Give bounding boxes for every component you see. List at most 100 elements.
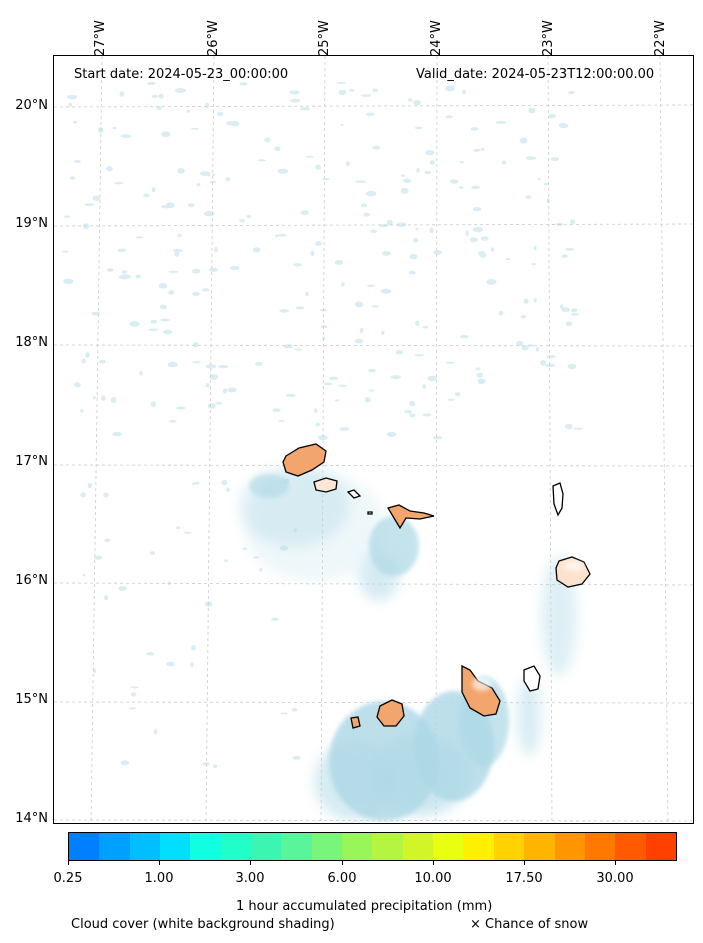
trace-dot [460, 335, 469, 339]
trace-dot [555, 222, 564, 226]
trace-dot [371, 305, 379, 308]
trace-dot [504, 258, 511, 260]
trace-dot [360, 203, 368, 208]
cb-tick-label: 10.00 [414, 871, 452, 886]
trace-dot [568, 90, 575, 95]
trace-dot [149, 551, 156, 555]
trace-dot [429, 227, 434, 233]
trace-dot [193, 342, 199, 348]
trace-dot [156, 106, 162, 110]
islands [282, 443, 591, 729]
island-brava [350, 716, 361, 729]
trace-dot [130, 692, 137, 697]
trace-dot [516, 340, 524, 347]
trace-dot [381, 330, 385, 335]
trace-dot [519, 137, 528, 144]
trace-dot [535, 347, 539, 352]
cloud-cover-note: Cloud cover (white background shading) [71, 917, 335, 932]
trace-dot [274, 146, 281, 151]
trace-dot [192, 361, 201, 364]
colorbar-segment [251, 833, 282, 860]
trace-dot [230, 120, 240, 127]
trace-dot [545, 363, 556, 368]
trace-dot [176, 406, 186, 410]
trace-dot [531, 263, 537, 265]
trace-dot [372, 145, 381, 150]
trace-dot [187, 203, 195, 208]
trace-dot [354, 301, 364, 308]
colorbar-segment [99, 833, 130, 860]
trace-dot [363, 212, 371, 217]
trace-dot [150, 401, 156, 408]
trace-dot [280, 712, 288, 715]
trace-dot [209, 267, 218, 272]
cb-tickmark [524, 861, 525, 865]
trace-dot [74, 382, 81, 388]
trace-dot [478, 250, 486, 257]
trace-dot [386, 219, 393, 226]
trace-dot [300, 210, 310, 215]
trace-dot [334, 260, 344, 265]
trace-dot [120, 760, 129, 766]
trace-dot [533, 245, 537, 251]
trace-dot [67, 94, 78, 100]
trace-dot [521, 345, 529, 351]
trace-dot [310, 250, 315, 257]
trace-dot [565, 321, 573, 327]
trace-dot [119, 91, 125, 97]
trace-dot [165, 202, 175, 209]
trace-dot [395, 350, 404, 355]
trace-dot [462, 90, 467, 94]
trace-dot [61, 250, 69, 253]
trace-dot [314, 408, 318, 414]
trace-dot [199, 171, 211, 176]
trace-dot [475, 367, 481, 371]
trace-dot [106, 166, 113, 172]
trace-dot [168, 270, 179, 273]
trace-dot [570, 313, 580, 316]
trace-dot [378, 224, 389, 228]
cb-tickmark [615, 861, 616, 865]
trace-dot [151, 186, 156, 193]
trace-dot [414, 354, 425, 357]
trace-dot [68, 102, 73, 107]
trace-dot [264, 137, 271, 143]
trace-dot [226, 121, 234, 126]
colorbar-segment [584, 833, 616, 860]
trace-dot [550, 157, 560, 162]
trace-dot [121, 270, 128, 274]
trace-dot [359, 327, 364, 334]
lon-label-27w: 27°W [93, 20, 108, 56]
trace-dot [190, 127, 200, 130]
trace-dot [354, 338, 364, 344]
trace-dot [167, 581, 171, 586]
trace-dot [172, 249, 183, 253]
trace-dot [459, 161, 464, 164]
trace-dot [80, 492, 86, 498]
trace-dot [191, 482, 196, 485]
trace-dot [120, 274, 132, 279]
trace-dot [143, 193, 150, 198]
trace-dot [454, 392, 461, 397]
trace-dot [209, 180, 217, 184]
island-sao-nicolau [387, 504, 435, 530]
trace-dot [167, 361, 178, 368]
colorbar-segment [69, 833, 100, 860]
trace-dot [212, 764, 218, 769]
island-sao-vicente [313, 477, 338, 493]
trace-dot [368, 368, 376, 373]
trace-dot [225, 177, 231, 182]
trace-dot [117, 248, 127, 252]
trace-dot [118, 586, 127, 591]
trace-dot [569, 219, 576, 225]
trace-dot [177, 233, 182, 238]
trace-dot [282, 233, 286, 236]
lon-label-23w: 23°W [541, 20, 556, 56]
map-panel[interactable] [53, 55, 694, 824]
trace-dot [230, 265, 240, 271]
trace-dot [408, 270, 416, 275]
trace-dot [412, 237, 419, 243]
trace-dot [415, 320, 420, 327]
trace-dot [564, 423, 573, 430]
trace-dot [104, 595, 109, 601]
